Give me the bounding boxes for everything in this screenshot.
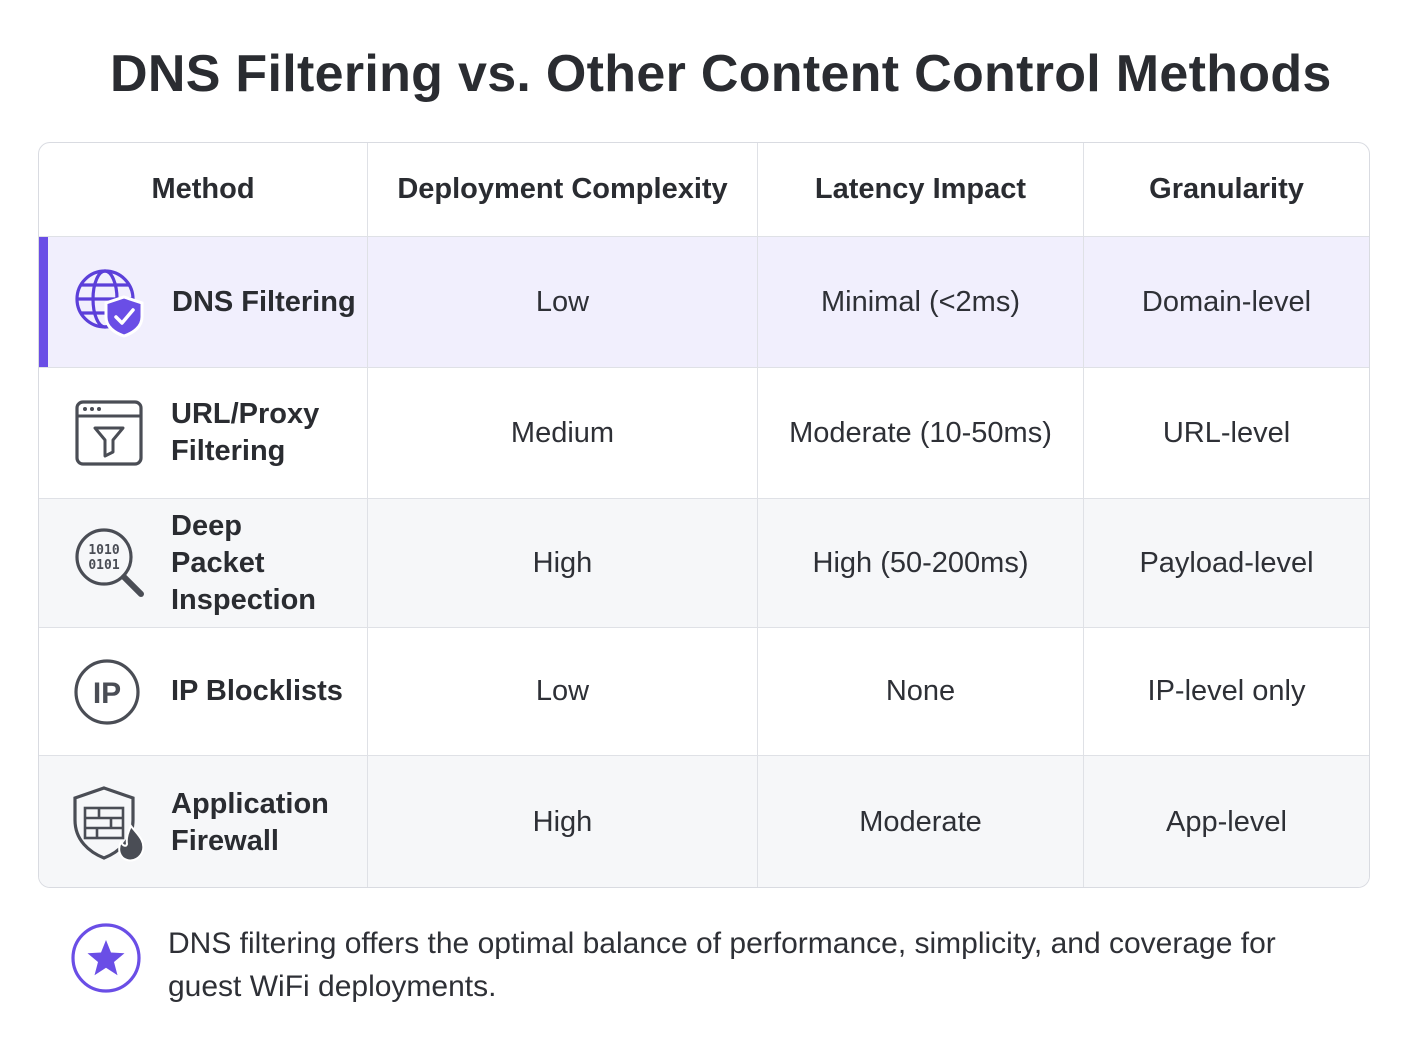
latency-cell: Moderate	[757, 756, 1083, 887]
icon-ip-text: IP	[93, 677, 121, 710]
firewall-shield-icon	[71, 784, 149, 862]
latency-cell: High (50-200ms)	[757, 499, 1083, 627]
method-cell: DNS Filtering	[39, 237, 367, 367]
method-cell: IP IP Blocklists	[39, 628, 367, 755]
table-row-dns-filtering: DNS Filtering Low Minimal (<2ms) Domain-…	[39, 236, 1369, 367]
method-cell: 1010 0101 Deep Packet Inspection	[39, 499, 367, 627]
table-row-url-proxy-filtering: URL/Proxy Filtering Medium Moderate (10-…	[39, 367, 1369, 498]
footer-note-text: DNS filtering offers the optimal balance…	[168, 927, 1276, 1003]
footer-note: DNS filtering offers the optimal balance…	[70, 918, 1318, 1008]
granularity-cell: Payload-level	[1083, 499, 1369, 627]
highlight-accent-bar	[39, 237, 48, 367]
method-label: IP Blocklists	[171, 675, 343, 707]
complexity-cell: High	[367, 499, 757, 627]
browser-filter-icon	[71, 394, 149, 472]
method-label: Deep Packet Inspection	[171, 509, 317, 616]
globe-shield-icon	[72, 263, 150, 341]
latency-cell: Minimal (<2ms)	[757, 237, 1083, 367]
method-label: URL/Proxy Filtering	[171, 398, 320, 467]
complexity-cell: Low	[367, 237, 757, 367]
granularity-cell: App-level	[1083, 756, 1369, 887]
method-label: DNS Filtering	[172, 285, 356, 318]
granularity-cell: IP-level only	[1083, 628, 1369, 755]
header-deployment-complexity: Deployment Complexity	[367, 143, 757, 236]
header-latency-impact: Latency Impact	[757, 143, 1083, 236]
ip-circle-icon: IP	[71, 653, 149, 731]
latency-cell: Moderate (10-50ms)	[757, 368, 1083, 498]
star-icon	[70, 918, 142, 998]
page-title: DNS Filtering vs. Other Content Control …	[110, 45, 1332, 103]
icon-binary-line-2: 0101	[88, 558, 119, 573]
granularity-cell: Domain-level	[1083, 237, 1369, 367]
header-method: Method	[151, 173, 255, 205]
table-row-ip-blocklists: IP IP Blocklists Low None IP-level only	[39, 627, 1369, 755]
header-granularity: Granularity	[1083, 143, 1369, 236]
icon-binary-line-1: 1010	[88, 543, 119, 558]
table-row-application-firewall: Application Firewall High Moderate App-l…	[39, 755, 1369, 887]
method-label: Application Firewall	[171, 787, 329, 857]
method-cell: Application Firewall	[39, 756, 367, 887]
binary-magnifier-icon: 1010 0101	[71, 524, 149, 602]
table-header-row: Method Deployment Complexity Latency Imp…	[39, 143, 1369, 236]
granularity-cell: URL-level	[1083, 368, 1369, 498]
complexity-cell: Medium	[367, 368, 757, 498]
complexity-cell: Low	[367, 628, 757, 755]
latency-cell: None	[757, 628, 1083, 755]
complexity-cell: High	[367, 756, 757, 887]
method-cell: URL/Proxy Filtering	[39, 368, 367, 498]
table-row-deep-packet-inspection: 1010 0101 Deep Packet Inspection High Hi…	[39, 498, 1369, 627]
comparison-table: Method Deployment Complexity Latency Imp…	[38, 142, 1370, 888]
